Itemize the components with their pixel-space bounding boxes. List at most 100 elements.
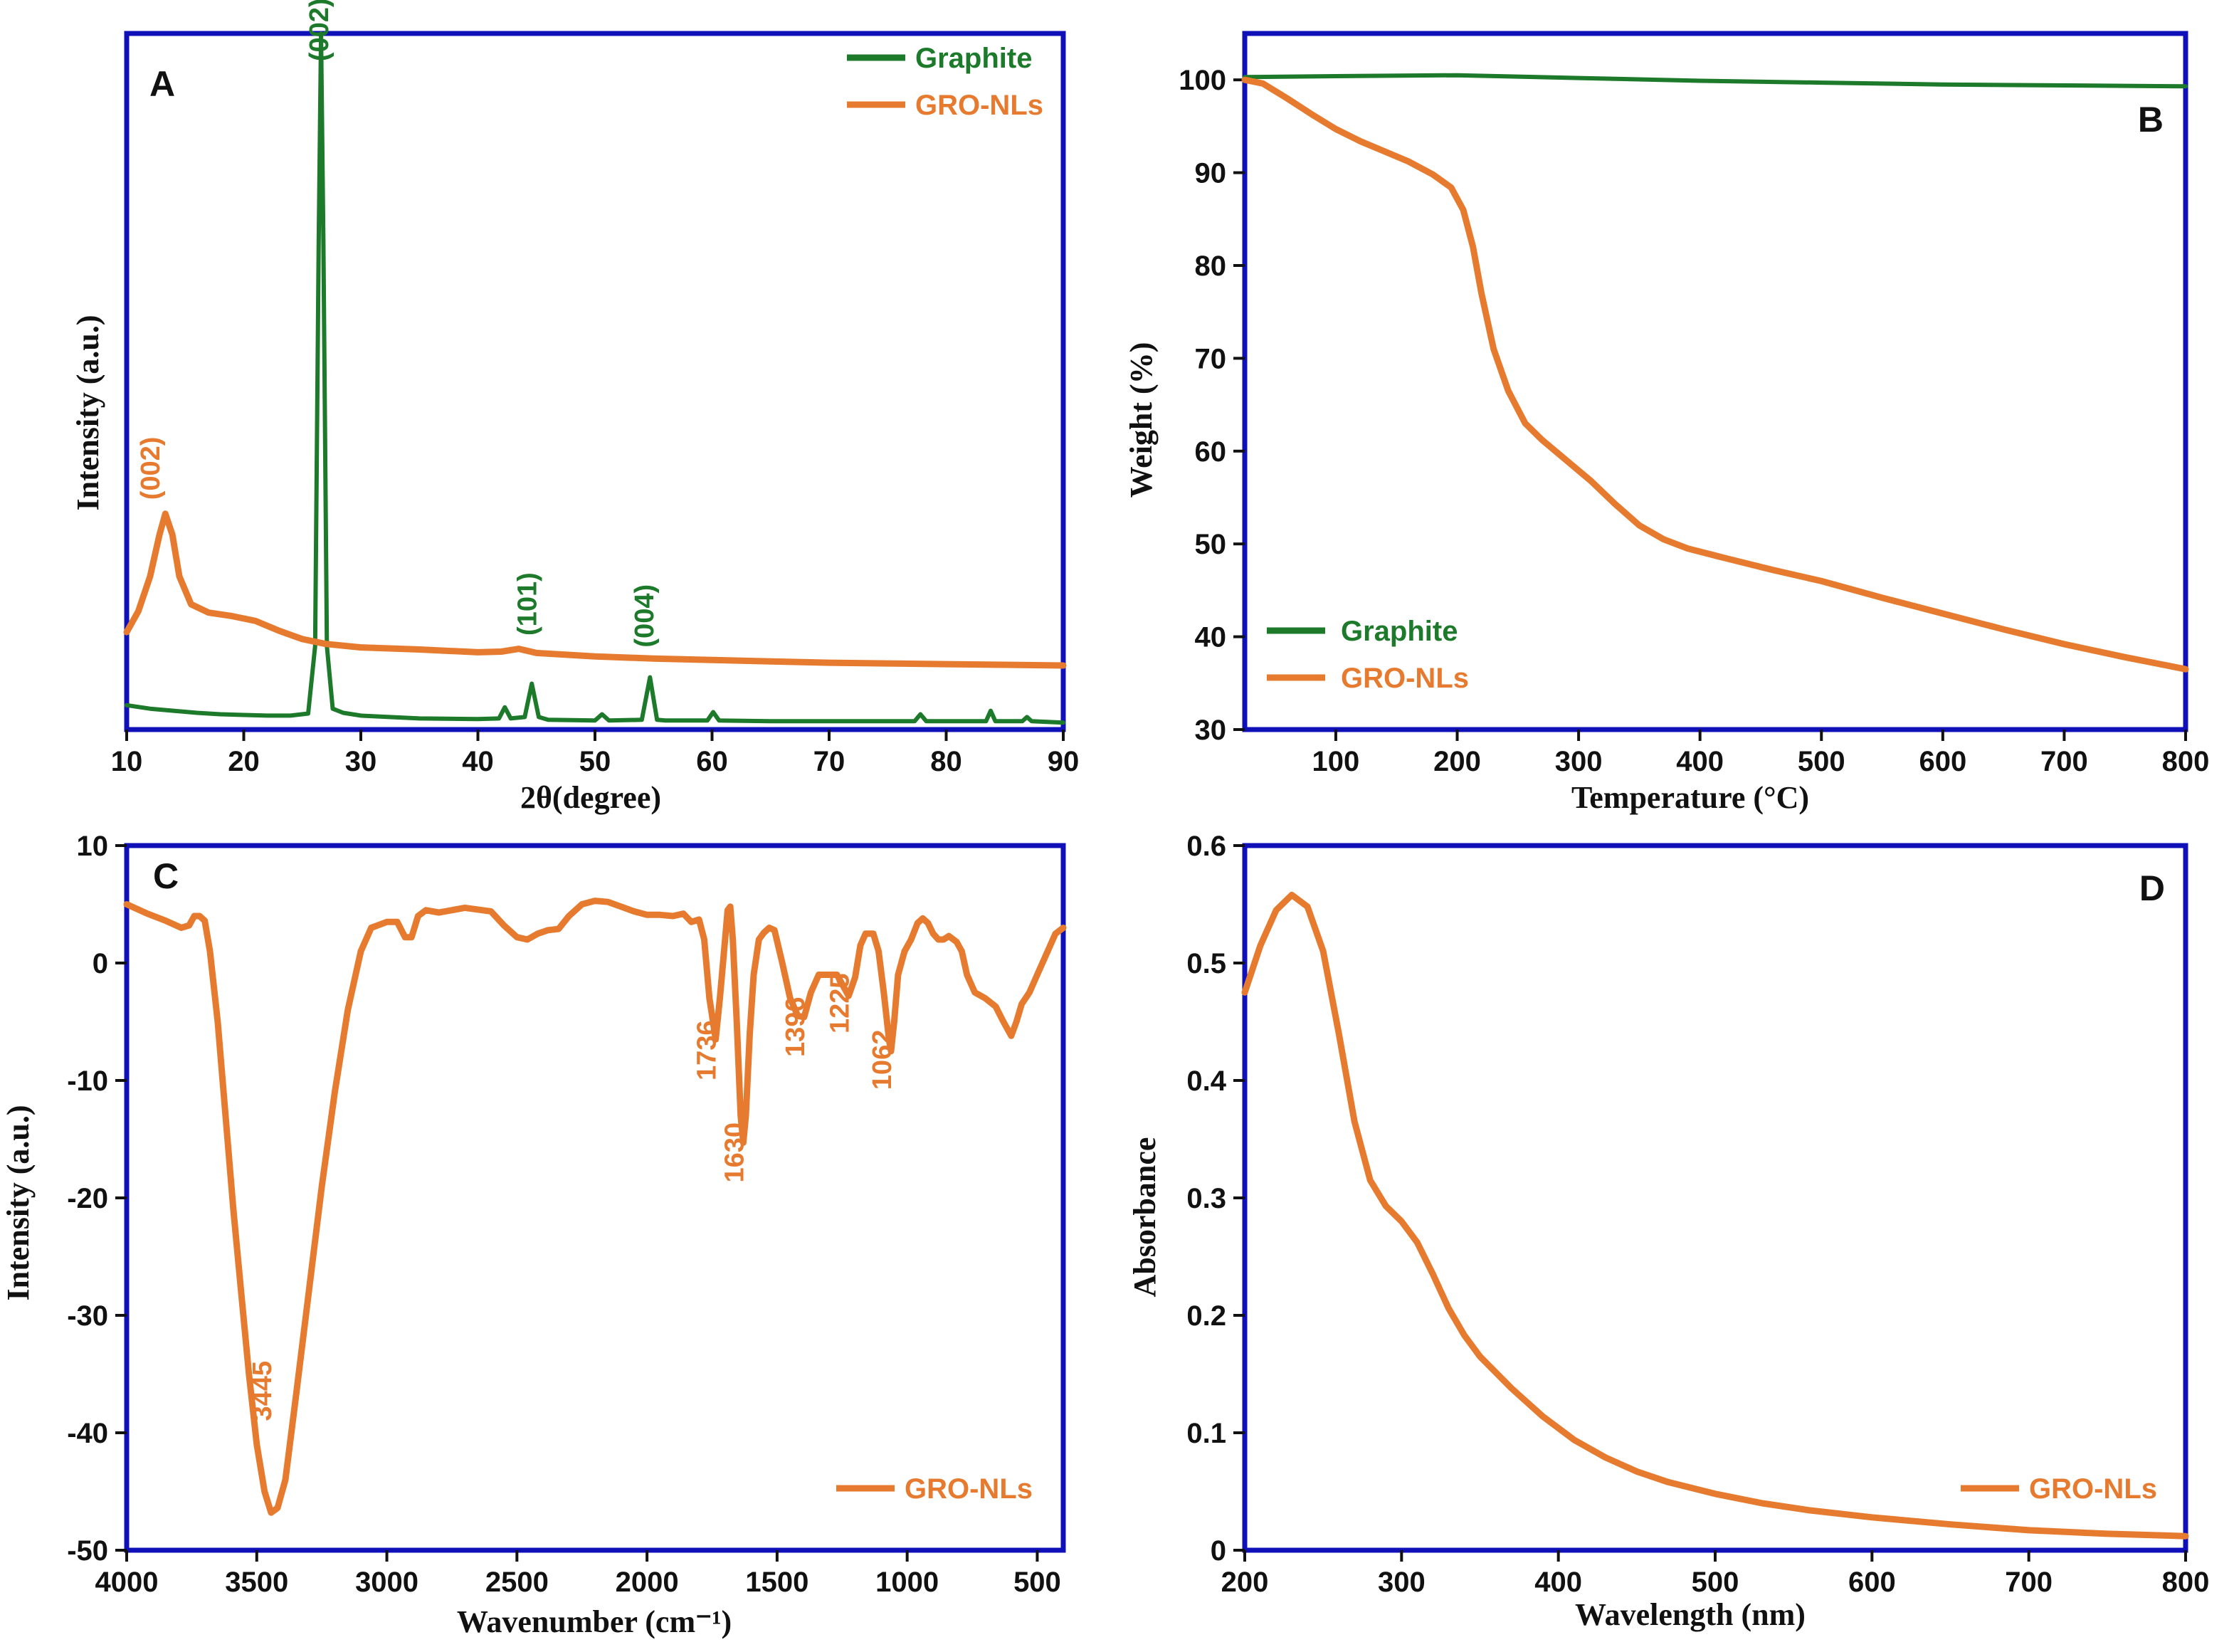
peak-annotation: 1736 <box>692 1020 722 1080</box>
panel-label: A <box>149 64 175 104</box>
x-tick-label: 700 <box>2005 1567 2053 1598</box>
panel-label: C <box>153 856 179 896</box>
panel-c: 4000 3500 3000 2500 2000 1500 1000 500 10 0 -10 -20… <box>1 831 1067 1639</box>
x-tick-label: 10 <box>111 746 143 777</box>
panel-label: B <box>2138 100 2164 140</box>
x-tick-label: 400 <box>1676 746 1724 777</box>
x-tick-label: 500 <box>1692 1567 1739 1598</box>
x-tick-label: 30 <box>345 746 377 777</box>
legend-entry: GRO-NLs <box>847 90 1043 121</box>
y-tick-label: 30 <box>1195 715 1227 746</box>
x-tick-label: 800 <box>2162 746 2210 777</box>
peak-annotation: (101) <box>513 572 543 636</box>
x-tick-label: 800 <box>2162 1567 2210 1598</box>
plot-frame <box>1242 31 2188 732</box>
x-tick-label: 20 <box>228 746 260 777</box>
y-axis-label: Weight (%) <box>1124 342 1159 498</box>
legend-label: GRO-NLs <box>905 1473 1033 1505</box>
x-tick-label: 300 <box>1378 1567 1426 1598</box>
y-tick-label: 60 <box>1195 436 1227 468</box>
x-tick-label: 500 <box>1798 746 1845 777</box>
y-tick-label: 0.3 <box>1186 1183 1226 1214</box>
x-tick-label: 70 <box>813 746 845 777</box>
panel-a: 10 20 30 40 50 60 70 80 90 2θ(degree) Intensity (a… <box>70 0 1079 815</box>
x-tick-label: 50 <box>579 746 611 777</box>
plot-frame <box>1242 843 2188 1553</box>
x-tick-label: 700 <box>2040 746 2088 777</box>
x-tick-label: 2500 <box>485 1567 549 1598</box>
peak-annotation: (002) <box>305 0 334 61</box>
x-tick-label: 60 <box>696 746 728 777</box>
peak-annotation: (002) <box>136 437 166 500</box>
y-tick-label: -30 <box>67 1300 108 1332</box>
series-line-graphite <box>125 31 1065 725</box>
peak-annotation: 3445 <box>248 1361 278 1421</box>
x-axis-label: Wavenumber (cm⁻¹) <box>457 1604 732 1639</box>
x-tick-label: 90 <box>1048 746 1080 777</box>
x-axis-label: 2θ(degree) <box>520 780 661 815</box>
series-line-graphite <box>1243 73 2188 89</box>
y-axis-label: Absorbance <box>1127 1137 1162 1298</box>
y-tick-label: -50 <box>67 1535 108 1567</box>
legend-entry: GRO-NLs <box>1961 1473 2157 1505</box>
x-tick-label: 600 <box>1919 746 1966 777</box>
series-line-gro-nls <box>1241 891 2189 1540</box>
x-axis-label: Wavelength (nm) <box>1575 1597 1806 1632</box>
x-tick-label: 4000 <box>95 1567 159 1598</box>
x-tick-label: 1500 <box>745 1567 808 1598</box>
panel-d: 200 300 400 500 600 700 800 0 0.1 0.2 0.3 0.4 0.5 0.6… <box>1127 831 2209 1632</box>
series-line-gro-nls <box>123 510 1067 669</box>
peak-annotation: 1062 <box>868 1030 897 1090</box>
peak-annotation: 1396 <box>781 996 811 1057</box>
legend-label: GRO-NLs <box>915 90 1043 121</box>
x-tick-label: 600 <box>1848 1567 1896 1598</box>
legend-label: Graphite <box>1341 616 1458 647</box>
peak-annotation: 1225 <box>825 973 855 1033</box>
x-tick-label: 100 <box>1312 746 1360 777</box>
y-tick-label: 0.1 <box>1186 1418 1226 1449</box>
legend-entry: Graphite <box>847 43 1032 74</box>
x-axis-label: Temperature (°C) <box>1571 780 1809 815</box>
x-tick-label: 200 <box>1433 746 1481 777</box>
x-tick-label: 500 <box>1013 1567 1061 1598</box>
peak-annotation: 1630 <box>720 1122 749 1183</box>
y-tick-label: -20 <box>67 1183 108 1214</box>
y-tick-label: 100 <box>1179 65 1226 96</box>
y-tick-label: 0.2 <box>1186 1300 1226 1332</box>
y-tick-label: 0.4 <box>1186 1066 1226 1097</box>
y-tick-label: 90 <box>1195 158 1227 189</box>
x-tick-label: 400 <box>1534 1567 1582 1598</box>
y-axis-label: Intensity (a.u.) <box>70 315 105 510</box>
legend-label: GRO-NLs <box>1341 663 1469 694</box>
panel-label: D <box>2139 868 2165 908</box>
y-tick-label: -10 <box>67 1066 108 1097</box>
x-tick-label: 3500 <box>225 1567 288 1598</box>
x-tick-label: 1000 <box>875 1567 939 1598</box>
panel-b: 100 200 300 400 500 600 700 800 30 40 50 60 70 80 90 10… <box>1124 31 2210 815</box>
y-tick-label: 80 <box>1195 251 1227 282</box>
series-line-gro-nls <box>1241 76 2189 673</box>
x-tick-label: 2000 <box>616 1567 679 1598</box>
x-tick-label: 200 <box>1221 1567 1269 1598</box>
y-tick-label: 0.6 <box>1186 831 1226 862</box>
x-tick-label: 3000 <box>355 1567 418 1598</box>
x-tick-label: 80 <box>930 746 962 777</box>
y-tick-label: 0.5 <box>1186 948 1226 979</box>
y-tick-label: 0 <box>1211 1535 1226 1567</box>
y-axis-label: Intensity (a.u.) <box>1 1105 36 1300</box>
legend-entry: GRO-NLs <box>1267 663 1469 694</box>
series-line-gro-nls <box>123 898 1067 1516</box>
y-tick-label: -40 <box>67 1418 108 1449</box>
y-tick-label: 0 <box>93 948 108 979</box>
legend-label: GRO-NLs <box>2029 1473 2157 1505</box>
x-tick-label: 300 <box>1555 746 1603 777</box>
peak-annotation: (004) <box>630 584 660 648</box>
y-tick-label: 70 <box>1195 343 1227 374</box>
legend-label: Graphite <box>915 43 1032 74</box>
y-tick-label: 50 <box>1195 529 1227 560</box>
plot-frame <box>124 843 1066 1553</box>
x-tick-label: 40 <box>462 746 494 777</box>
legend-entry: GRO-NLs <box>836 1473 1033 1505</box>
y-tick-label: 40 <box>1195 622 1227 653</box>
